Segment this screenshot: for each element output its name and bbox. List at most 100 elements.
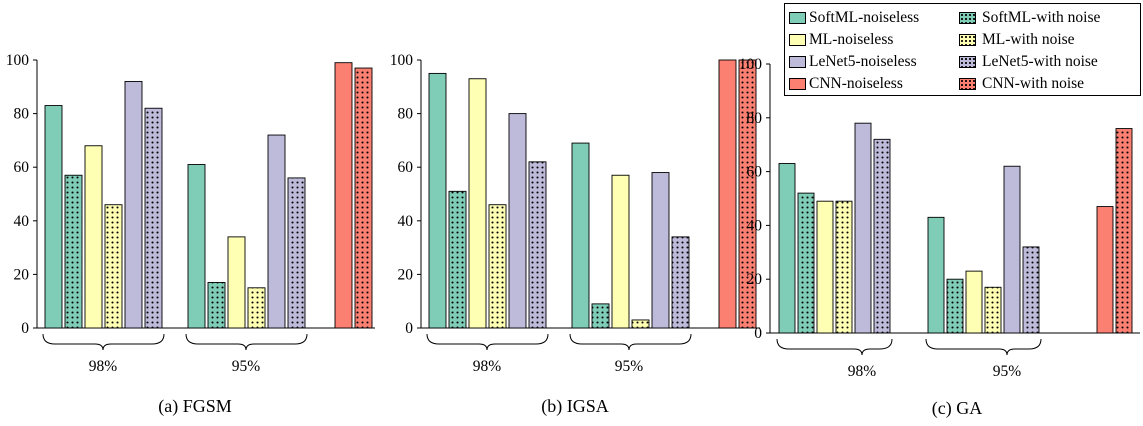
panel-2-bar-dots-lenet5-with-noise-95 — [672, 236, 689, 328]
panel-1-bar-dots-cnn-with-noise — [355, 68, 372, 328]
panel-2-bar-dots-softml-with-noise-98 — [449, 191, 466, 328]
legend-label: SoftML-with noise — [982, 9, 1101, 26]
panel-2-ytick-label: 100 — [390, 52, 414, 69]
panel-3-ytick-label: 0 — [754, 325, 762, 342]
panel-2-ytick-label: 40 — [398, 213, 414, 230]
panel-3-group-brace-98 — [776, 338, 893, 356]
legend-label: CNN-with noise — [982, 75, 1085, 92]
panel-3-bar-dots-ml-with-noise-98 — [836, 201, 852, 333]
panel-1-ytick-label: 20 — [14, 266, 30, 283]
legend-swatch — [789, 34, 806, 46]
legend-item-cnn-with-noise: CNN-with noise — [959, 73, 1141, 95]
panel-3-ytick-label: 80 — [747, 110, 763, 127]
panel-1-group-label: 98% — [89, 358, 118, 375]
panel-2-ytick-label: 60 — [398, 159, 414, 176]
panel-1-ytick-label: 100 — [6, 52, 30, 69]
panel-3-bar-softml-noiseless-95 — [927, 216, 945, 334]
panel-3-ytick-label: 20 — [747, 271, 763, 288]
panel-2-bar-dots-ml-with-noise-98 — [489, 204, 506, 328]
legend-label: LeNet5-with noise — [982, 53, 1098, 70]
legend-swatch — [789, 12, 806, 24]
panel-2-bar-ml-noiseless-98 — [468, 78, 487, 329]
panel-2-bar-dots-cnn-with-noise — [739, 60, 756, 328]
panel-2-bar-lenet5-noiseless-98 — [508, 113, 527, 329]
panel-3-bar-dots-ml-with-noise-95 — [985, 287, 1001, 333]
panel-2-group-label: 98% — [473, 358, 502, 375]
legend-item-lenet5-noiseless: LeNet5-noiseless — [789, 51, 959, 73]
panel-1-ytick-label: 80 — [14, 106, 30, 123]
legend-swatch — [959, 78, 976, 90]
panel-1-group-brace-95 — [185, 333, 308, 351]
panel-1-bar-ml-noiseless-95 — [227, 236, 246, 329]
panel-1-bar-softml-noiseless-98 — [44, 105, 63, 329]
legend-swatch — [789, 56, 806, 68]
panel-2-group-label: 95% — [615, 358, 644, 375]
panel-1-bar-softml-noiseless-95 — [187, 164, 206, 329]
panel-2-bar-dots-lenet5-with-noise-98 — [529, 161, 546, 328]
panel-3-bar-dots-softml-with-noise-98 — [798, 193, 814, 333]
panel-1-ytick-label: 0 — [21, 320, 29, 337]
chart-legend: SoftML-noiseless SoftML-with noise ML-nois… — [784, 3, 1141, 96]
panel-3-bar-dots-cnn-with-noise — [1116, 128, 1132, 333]
panel-1-bar-dots-ml-with-noise-98 — [105, 204, 122, 328]
panel-3-group-label: 98% — [848, 363, 877, 380]
legend-label: CNN-noiseless — [809, 75, 903, 92]
panel-3-bar-softml-noiseless-98 — [778, 163, 796, 334]
legend-item-lenet5-with-noise: LeNet5-with noise — [959, 51, 1141, 73]
legend-item-softml-with-noise: SoftML-with noise — [959, 7, 1141, 29]
panel-3-title: (c) GA — [932, 398, 982, 419]
legend-item-ml-noiseless: ML-noiseless — [789, 29, 959, 51]
panel-1-bar-cnn-noiseless — [334, 62, 353, 329]
panel-3-bar-lenet5-noiseless-98 — [854, 122, 872, 334]
panel-1-bar-dots-ml-with-noise-95 — [248, 287, 265, 328]
panel-1-bar-lenet5-noiseless-95 — [267, 134, 286, 329]
panel-2-bar-dots-ml-with-noise-95 — [632, 319, 649, 328]
legend-label: LeNet5-noiseless — [809, 53, 917, 70]
legend-swatch — [789, 78, 806, 90]
legend-item-cnn-noiseless: CNN-noiseless — [789, 73, 959, 95]
panel-1-group-brace-98 — [42, 333, 165, 351]
panel-3-bar-ml-noiseless-95 — [965, 270, 983, 334]
panel-1-bar-lenet5-noiseless-98 — [124, 80, 143, 329]
legend-swatch — [959, 56, 976, 68]
panel-1-bar-dots-lenet5-with-noise-98 — [145, 108, 162, 329]
panel-3-bar-ml-noiseless-98 — [816, 200, 834, 334]
panel-2-ytick-label: 80 — [398, 106, 414, 123]
panel-3-bar-dots-softml-with-noise-95 — [947, 279, 963, 333]
panel-3-ytick-label: 40 — [747, 217, 763, 234]
panel-2-title: (b) IGSA — [541, 396, 609, 417]
panel-1-bar-dots-softml-with-noise-98 — [65, 175, 82, 328]
legend-item-softml-noiseless: SoftML-noiseless — [789, 7, 959, 29]
panel-1-title: (a) FGSM — [158, 396, 232, 417]
panel-2-bar-ml-noiseless-95 — [611, 174, 630, 329]
panel-2-bar-lenet5-noiseless-95 — [651, 172, 670, 329]
panel-3-group-brace-95 — [925, 338, 1042, 356]
panel-1-bar-dots-softml-with-noise-95 — [208, 282, 225, 328]
panel-3-ytick-label: 100 — [739, 56, 763, 73]
legend-label: ML-with noise — [982, 31, 1075, 48]
panel-1-ytick-label: 40 — [14, 213, 30, 230]
panel-3-bar-cnn-noiseless — [1096, 206, 1114, 334]
panel-1-group-label: 95% — [232, 358, 261, 375]
panel-1-bar-ml-noiseless-98 — [84, 145, 103, 329]
panel-2-bar-cnn-noiseless — [718, 59, 737, 329]
panel-2-ytick-label: 20 — [398, 266, 414, 283]
legend-label: SoftML-noiseless — [809, 9, 920, 26]
panel-2-ytick-label: 0 — [405, 320, 413, 337]
panel-3-bar-dots-lenet5-with-noise-95 — [1023, 246, 1039, 333]
legend-item-ml-with-noise: ML-with noise — [959, 29, 1141, 51]
legend-swatch — [959, 12, 976, 24]
panel-3-group-label: 95% — [993, 363, 1022, 380]
legend-label: ML-noiseless — [809, 31, 894, 48]
legend-swatch — [959, 34, 976, 46]
panel-2-bar-softml-noiseless-95 — [571, 142, 590, 329]
panel-2-group-brace-98 — [426, 333, 549, 351]
panel-2-group-brace-95 — [569, 333, 692, 351]
panel-3-bar-lenet5-noiseless-95 — [1003, 165, 1021, 334]
panel-2-bar-dots-softml-with-noise-95 — [592, 303, 609, 328]
panel-3-bar-dots-lenet5-with-noise-98 — [874, 139, 890, 333]
panel-2-bar-softml-noiseless-98 — [428, 72, 447, 329]
panel-1-ytick-label: 60 — [14, 159, 30, 176]
